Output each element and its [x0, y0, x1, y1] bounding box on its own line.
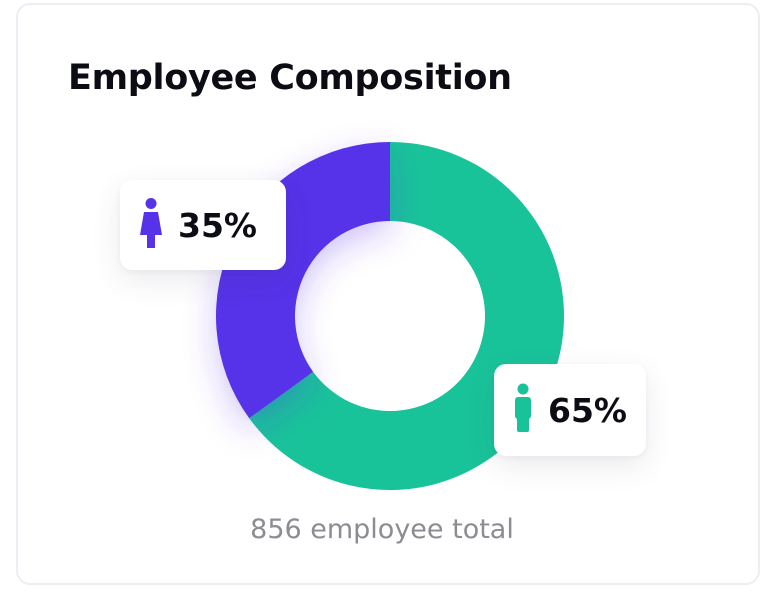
card-title: Employee Composition — [68, 58, 512, 98]
female-percentage-card: 35% — [120, 180, 286, 270]
female-person-icon — [138, 197, 164, 253]
male-percentage-card: 65% — [494, 364, 646, 456]
donut-slice-male — [249, 142, 564, 491]
employee-total-text: 856 employee total — [250, 514, 514, 545]
male-person-icon — [512, 383, 534, 437]
male-percentage-label: 65% — [548, 390, 627, 430]
female-percentage-label: 35% — [178, 205, 257, 245]
